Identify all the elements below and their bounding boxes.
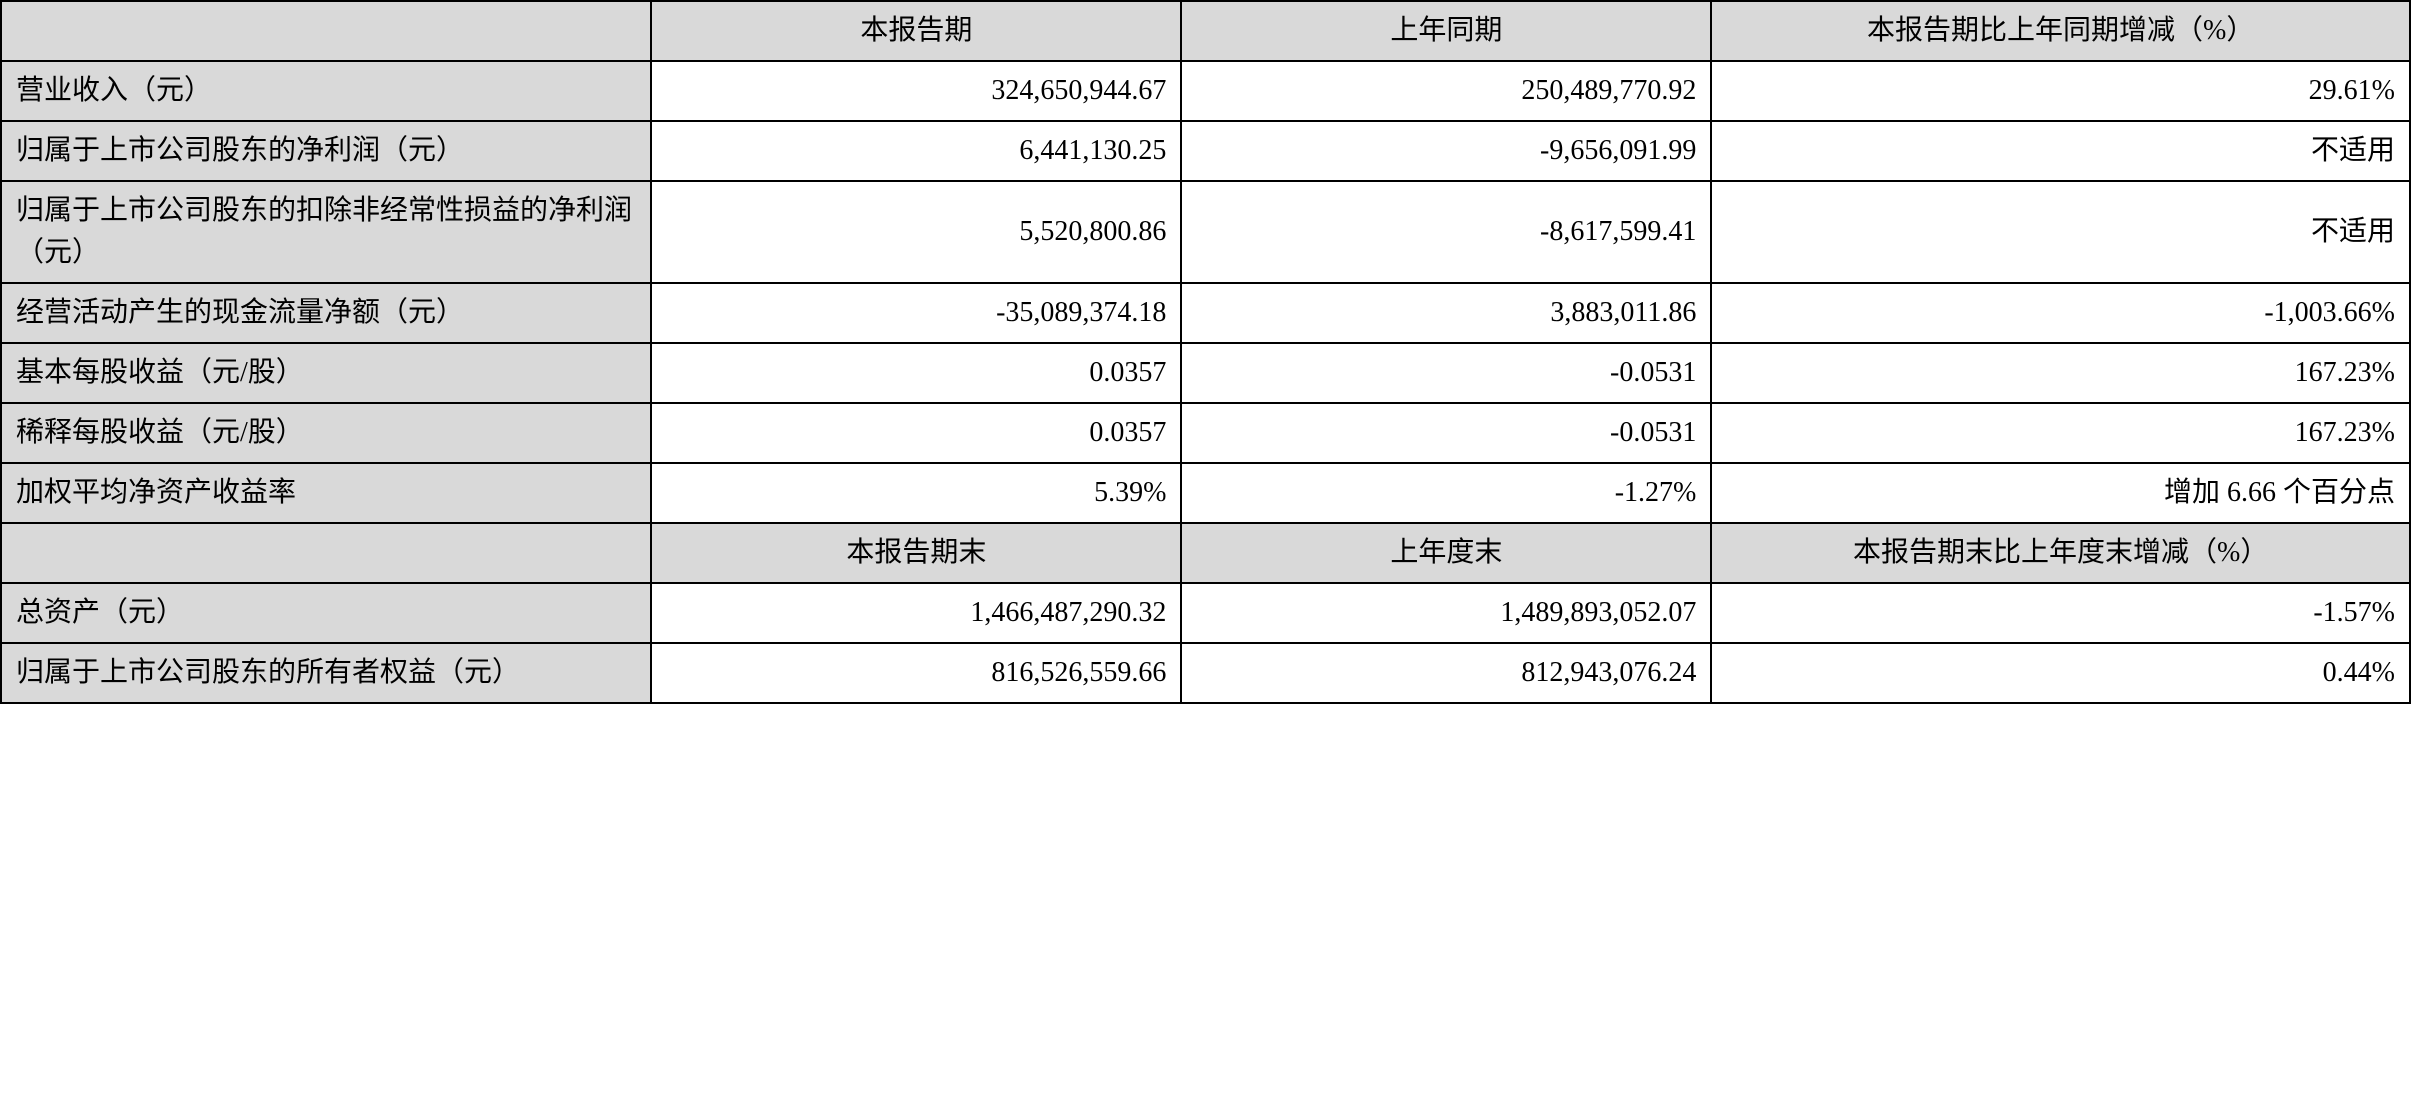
row-value-2: -8,617,599.41 <box>1181 181 1711 283</box>
row-value-1: 324,650,944.67 <box>651 61 1181 121</box>
header-change-pct-2: 本报告期末比上年度末增减（%） <box>1711 523 2410 583</box>
header-row-2: 本报告期末 上年度末 本报告期末比上年度末增减（%） <box>1 523 2410 583</box>
row-value-3: 167.23% <box>1711 403 2410 463</box>
row-value-2: -9,656,091.99 <box>1181 121 1711 181</box>
table-row: 加权平均净资产收益率 5.39% -1.27% 增加 6.66 个百分点 <box>1 463 2410 523</box>
row-value-2: 812,943,076.24 <box>1181 643 1711 703</box>
row-value-3: 不适用 <box>1711 181 2410 283</box>
row-value-2: 1,489,893,052.07 <box>1181 583 1711 643</box>
row-value-2: -0.0531 <box>1181 343 1711 403</box>
row-value-1: 5,520,800.86 <box>651 181 1181 283</box>
table-row: 归属于上市公司股东的所有者权益（元） 816,526,559.66 812,94… <box>1 643 2410 703</box>
table-row: 归属于上市公司股东的净利润（元） 6,441,130.25 -9,656,091… <box>1 121 2410 181</box>
row-label: 总资产（元） <box>1 583 651 643</box>
row-value-3: 29.61% <box>1711 61 2410 121</box>
header-prior-period: 上年同期 <box>1181 1 1711 61</box>
row-value-2: 250,489,770.92 <box>1181 61 1711 121</box>
header-blank-2 <box>1 523 651 583</box>
row-value-3: -1.57% <box>1711 583 2410 643</box>
financial-table: 本报告期 上年同期 本报告期比上年同期增减（%） 营业收入（元） 324,650… <box>0 0 2411 704</box>
header-current-period-end: 本报告期末 <box>651 523 1181 583</box>
table-row: 总资产（元） 1,466,487,290.32 1,489,893,052.07… <box>1 583 2410 643</box>
header-prior-year-end: 上年度末 <box>1181 523 1711 583</box>
table-row: 稀释每股收益（元/股） 0.0357 -0.0531 167.23% <box>1 403 2410 463</box>
row-label: 稀释每股收益（元/股） <box>1 403 651 463</box>
row-value-3: -1,003.66% <box>1711 283 2410 343</box>
row-value-1: -35,089,374.18 <box>651 283 1181 343</box>
row-value-1: 0.0357 <box>651 343 1181 403</box>
table-body: 本报告期 上年同期 本报告期比上年同期增减（%） 营业收入（元） 324,650… <box>1 1 2410 703</box>
header-change-pct: 本报告期比上年同期增减（%） <box>1711 1 2410 61</box>
header-current-period: 本报告期 <box>651 1 1181 61</box>
row-label: 基本每股收益（元/股） <box>1 343 651 403</box>
row-value-1: 0.0357 <box>651 403 1181 463</box>
row-value-1: 816,526,559.66 <box>651 643 1181 703</box>
header-row-1: 本报告期 上年同期 本报告期比上年同期增减（%） <box>1 1 2410 61</box>
table-row: 营业收入（元） 324,650,944.67 250,489,770.92 29… <box>1 61 2410 121</box>
table-row: 归属于上市公司股东的扣除非经常性损益的净利润（元） 5,520,800.86 -… <box>1 181 2410 283</box>
row-value-3: 不适用 <box>1711 121 2410 181</box>
row-label: 归属于上市公司股东的扣除非经常性损益的净利润（元） <box>1 181 651 283</box>
row-value-1: 1,466,487,290.32 <box>651 583 1181 643</box>
row-value-1: 6,441,130.25 <box>651 121 1181 181</box>
row-value-1: 5.39% <box>651 463 1181 523</box>
row-value-2: -1.27% <box>1181 463 1711 523</box>
row-value-3: 167.23% <box>1711 343 2410 403</box>
row-label: 归属于上市公司股东的所有者权益（元） <box>1 643 651 703</box>
row-label: 加权平均净资产收益率 <box>1 463 651 523</box>
table-row: 基本每股收益（元/股） 0.0357 -0.0531 167.23% <box>1 343 2410 403</box>
row-label: 营业收入（元） <box>1 61 651 121</box>
table-row: 经营活动产生的现金流量净额（元） -35,089,374.18 3,883,01… <box>1 283 2410 343</box>
row-label: 经营活动产生的现金流量净额（元） <box>1 283 651 343</box>
header-blank-1 <box>1 1 651 61</box>
row-label: 归属于上市公司股东的净利润（元） <box>1 121 651 181</box>
row-value-3: 0.44% <box>1711 643 2410 703</box>
row-value-3: 增加 6.66 个百分点 <box>1711 463 2410 523</box>
row-value-2: 3,883,011.86 <box>1181 283 1711 343</box>
row-value-2: -0.0531 <box>1181 403 1711 463</box>
